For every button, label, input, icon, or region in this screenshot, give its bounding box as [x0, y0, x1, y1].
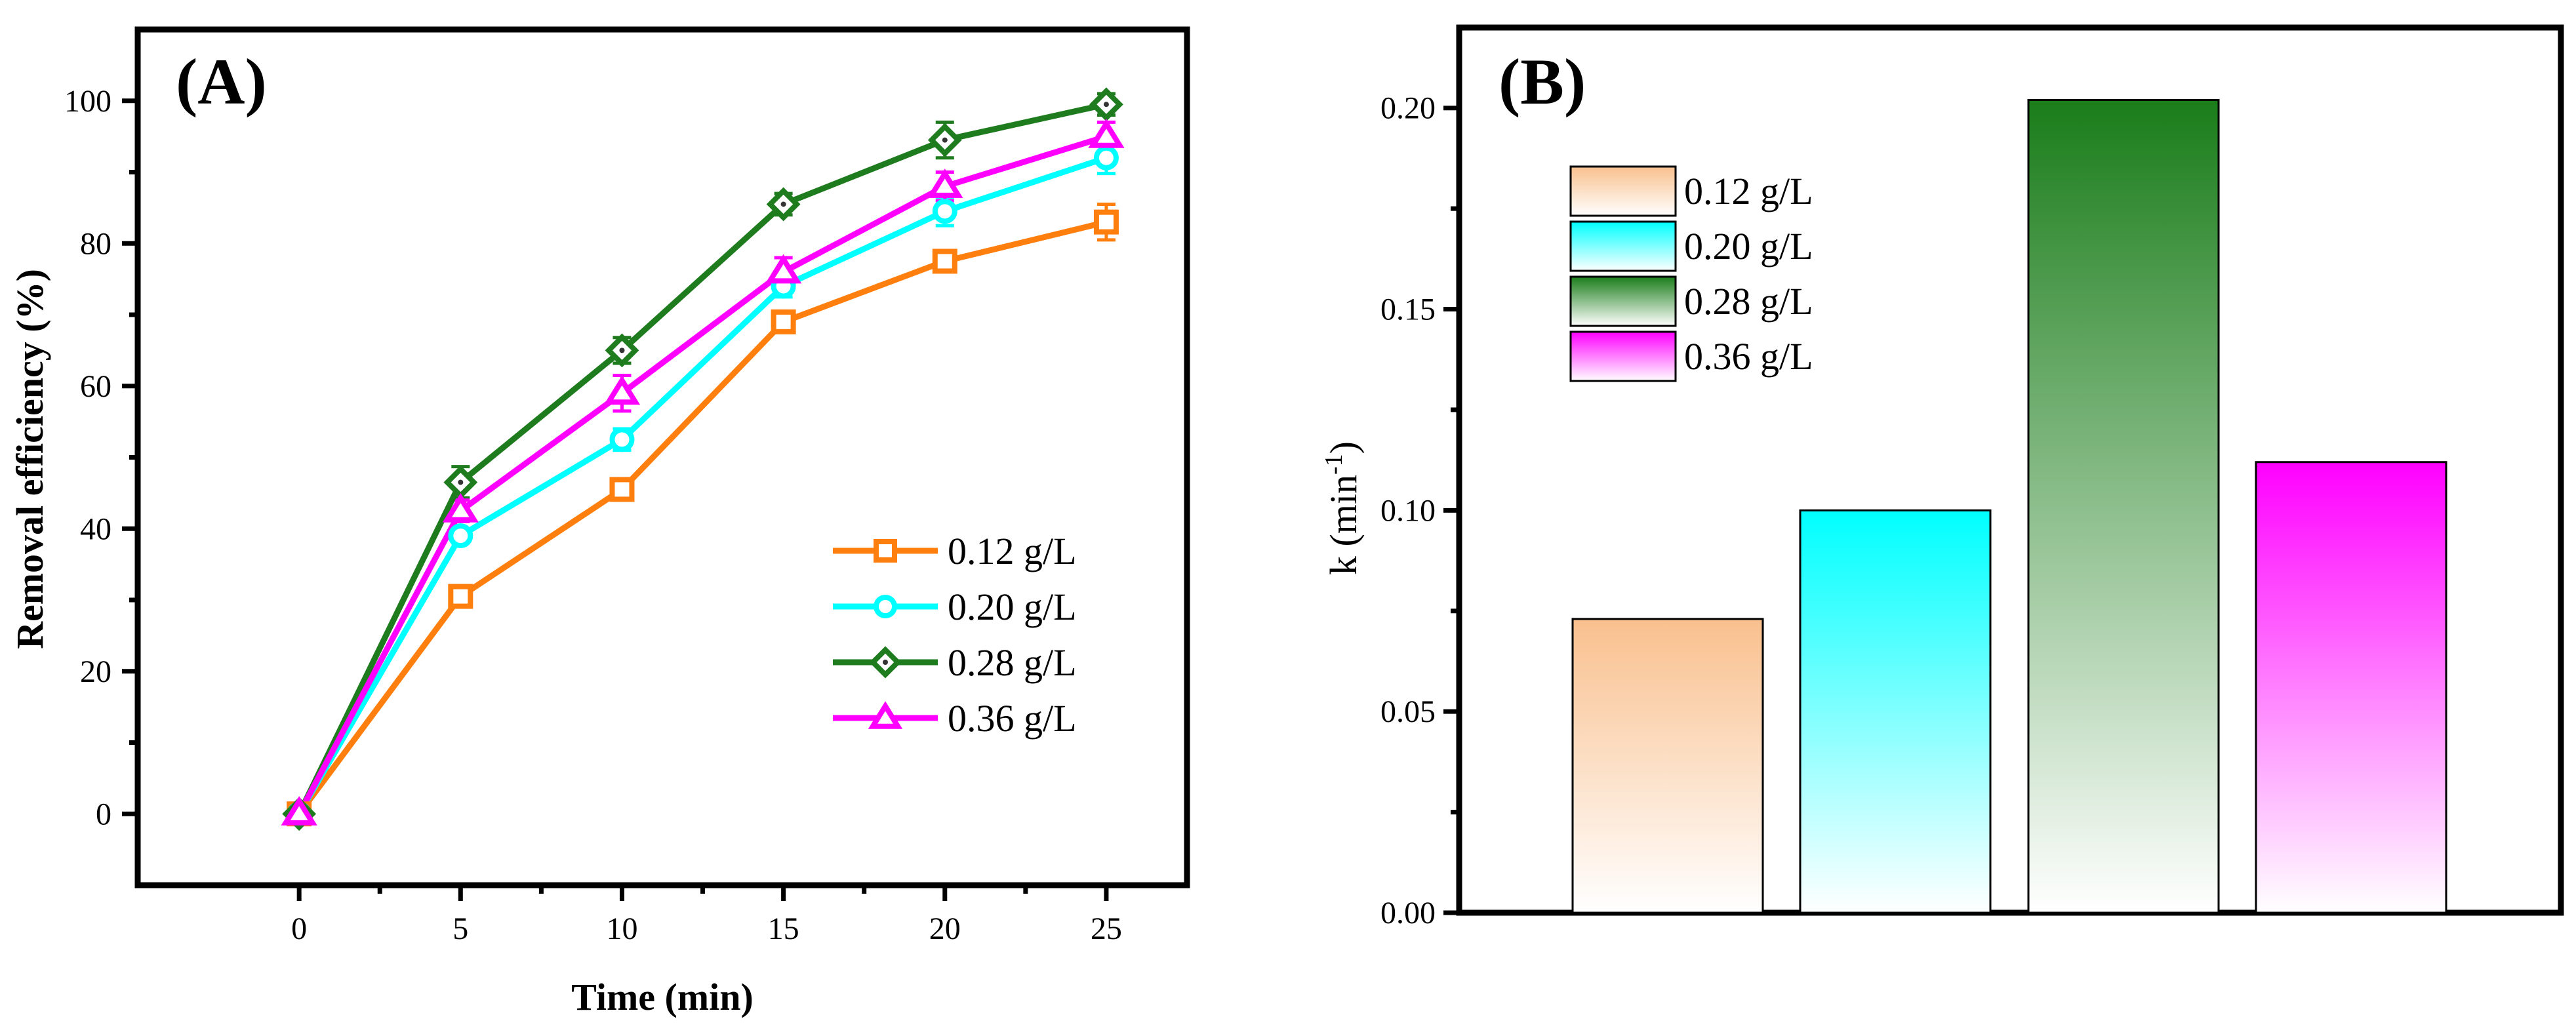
triangle-marker — [765, 254, 802, 284]
y-tick-label: 0.05 — [1380, 694, 1436, 729]
legend-label: 0.12 g/L — [948, 530, 1077, 572]
circle-marker — [874, 595, 897, 618]
y-tick-label: 80 — [80, 226, 111, 261]
bar — [2027, 98, 2220, 914]
y-tick-label: 0.15 — [1380, 292, 1436, 327]
square-marker — [932, 249, 957, 274]
circle-marker — [448, 523, 473, 549]
triangle-marker — [1088, 119, 1125, 148]
series-line — [296, 219, 1107, 816]
panel-a-series-lines — [296, 101, 1108, 816]
panel-a-label: (A) — [176, 45, 267, 118]
triangle-marker — [927, 169, 963, 198]
square-marker — [771, 309, 796, 334]
y-axis-title-end: ) — [1322, 441, 1365, 454]
y-tick-label: 100 — [64, 84, 111, 119]
legend-label: 0.28 g/L — [948, 641, 1077, 684]
panel-a: 0 5 10 15 20 25 0 20 40 60 80 100 (A) Time (min) Re… — [9, 26, 1190, 1018]
x-tick-label: 5 — [453, 911, 468, 946]
x-tick-label: 10 — [606, 911, 637, 946]
legend-label: 0.20 g/L — [1684, 225, 1813, 268]
diamond-marker-dot — [780, 201, 786, 207]
diamond-marker-dot — [883, 660, 888, 665]
square-marker — [874, 539, 897, 563]
panel-b-y-axis-title: k (min-1) — [1320, 441, 1365, 575]
diamond-marker-dot — [458, 479, 464, 485]
triangle-marker — [442, 492, 479, 523]
legend-label: 0.36 g/L — [1684, 335, 1813, 378]
triangle-marker — [603, 375, 641, 405]
square-marker — [609, 477, 635, 502]
legend-label: 0.28 g/L — [1684, 280, 1813, 323]
legend-label: 0.36 g/L — [948, 697, 1077, 740]
diamond-marker-dot — [1103, 102, 1109, 108]
series-line — [296, 133, 1108, 816]
y-tick-label: 0.10 — [1380, 493, 1436, 528]
square-marker — [1093, 209, 1119, 235]
y-tick-label: 0.20 — [1380, 91, 1436, 126]
panel-b-frame — [1456, 24, 2564, 916]
legend-label: 0.20 g/L — [948, 586, 1077, 628]
legend-swatch — [1569, 165, 1677, 217]
y-tick-label: 0 — [96, 797, 111, 831]
panel-b-bars — [1571, 98, 2447, 914]
y-tick-label: 0.00 — [1380, 896, 1436, 930]
legend-swatch — [1569, 220, 1677, 272]
triangle-marker — [281, 796, 317, 826]
square-marker — [448, 584, 473, 609]
circle-marker — [609, 427, 635, 452]
panel-b-legend: 0.12 g/L 0.20 g/L 0.28 g/L 0.36 g/L — [1569, 165, 1813, 382]
legend-label: 0.12 g/L — [1684, 170, 1813, 212]
circle-marker — [932, 199, 957, 224]
diamond-marker-dot — [942, 137, 948, 143]
series-line — [296, 155, 1108, 816]
y-axis-title-main: k (min — [1322, 475, 1365, 575]
y-axis-title-superscript: -1 — [1320, 454, 1348, 475]
panel-a-x-axis-title: Time (min) — [571, 976, 754, 1018]
circle-marker — [1093, 145, 1119, 170]
diamond-marker-dot — [619, 348, 625, 353]
panel-b: 0.00 0.05 0.10 0.15 0.20 (B) k (min-1) 0.12 … — [1320, 24, 2564, 930]
panel-a-legend: 0.12 g/L 0.20 g/L 0.28 g/L 0.36 g/L — [833, 530, 1077, 740]
panel-a-y-axis-title: Removal efficiency (%) — [9, 269, 51, 649]
y-tick-label: 60 — [80, 369, 111, 404]
panel-b-axes: 0.00 0.05 0.10 0.15 0.20 — [1380, 91, 1459, 930]
legend-swatch — [1569, 275, 1677, 327]
x-tick-label: 25 — [1091, 911, 1122, 946]
x-tick-label: 0 — [291, 911, 307, 946]
y-tick-label: 40 — [80, 511, 111, 546]
bar — [1799, 509, 1992, 914]
bar — [1571, 618, 1764, 914]
legend-swatch — [1569, 330, 1677, 382]
panel-a-axes: 0 5 10 15 20 25 0 20 40 60 80 100 — [64, 84, 1122, 946]
x-tick-label: 20 — [929, 911, 961, 946]
series-line — [296, 101, 1107, 816]
bar — [2255, 461, 2447, 914]
panel-b-label: (B) — [1499, 45, 1586, 118]
panel-a-markers — [281, 87, 1125, 831]
x-tick-label: 15 — [768, 911, 799, 946]
triangle-marker — [868, 701, 903, 729]
y-tick-label: 20 — [80, 654, 111, 689]
